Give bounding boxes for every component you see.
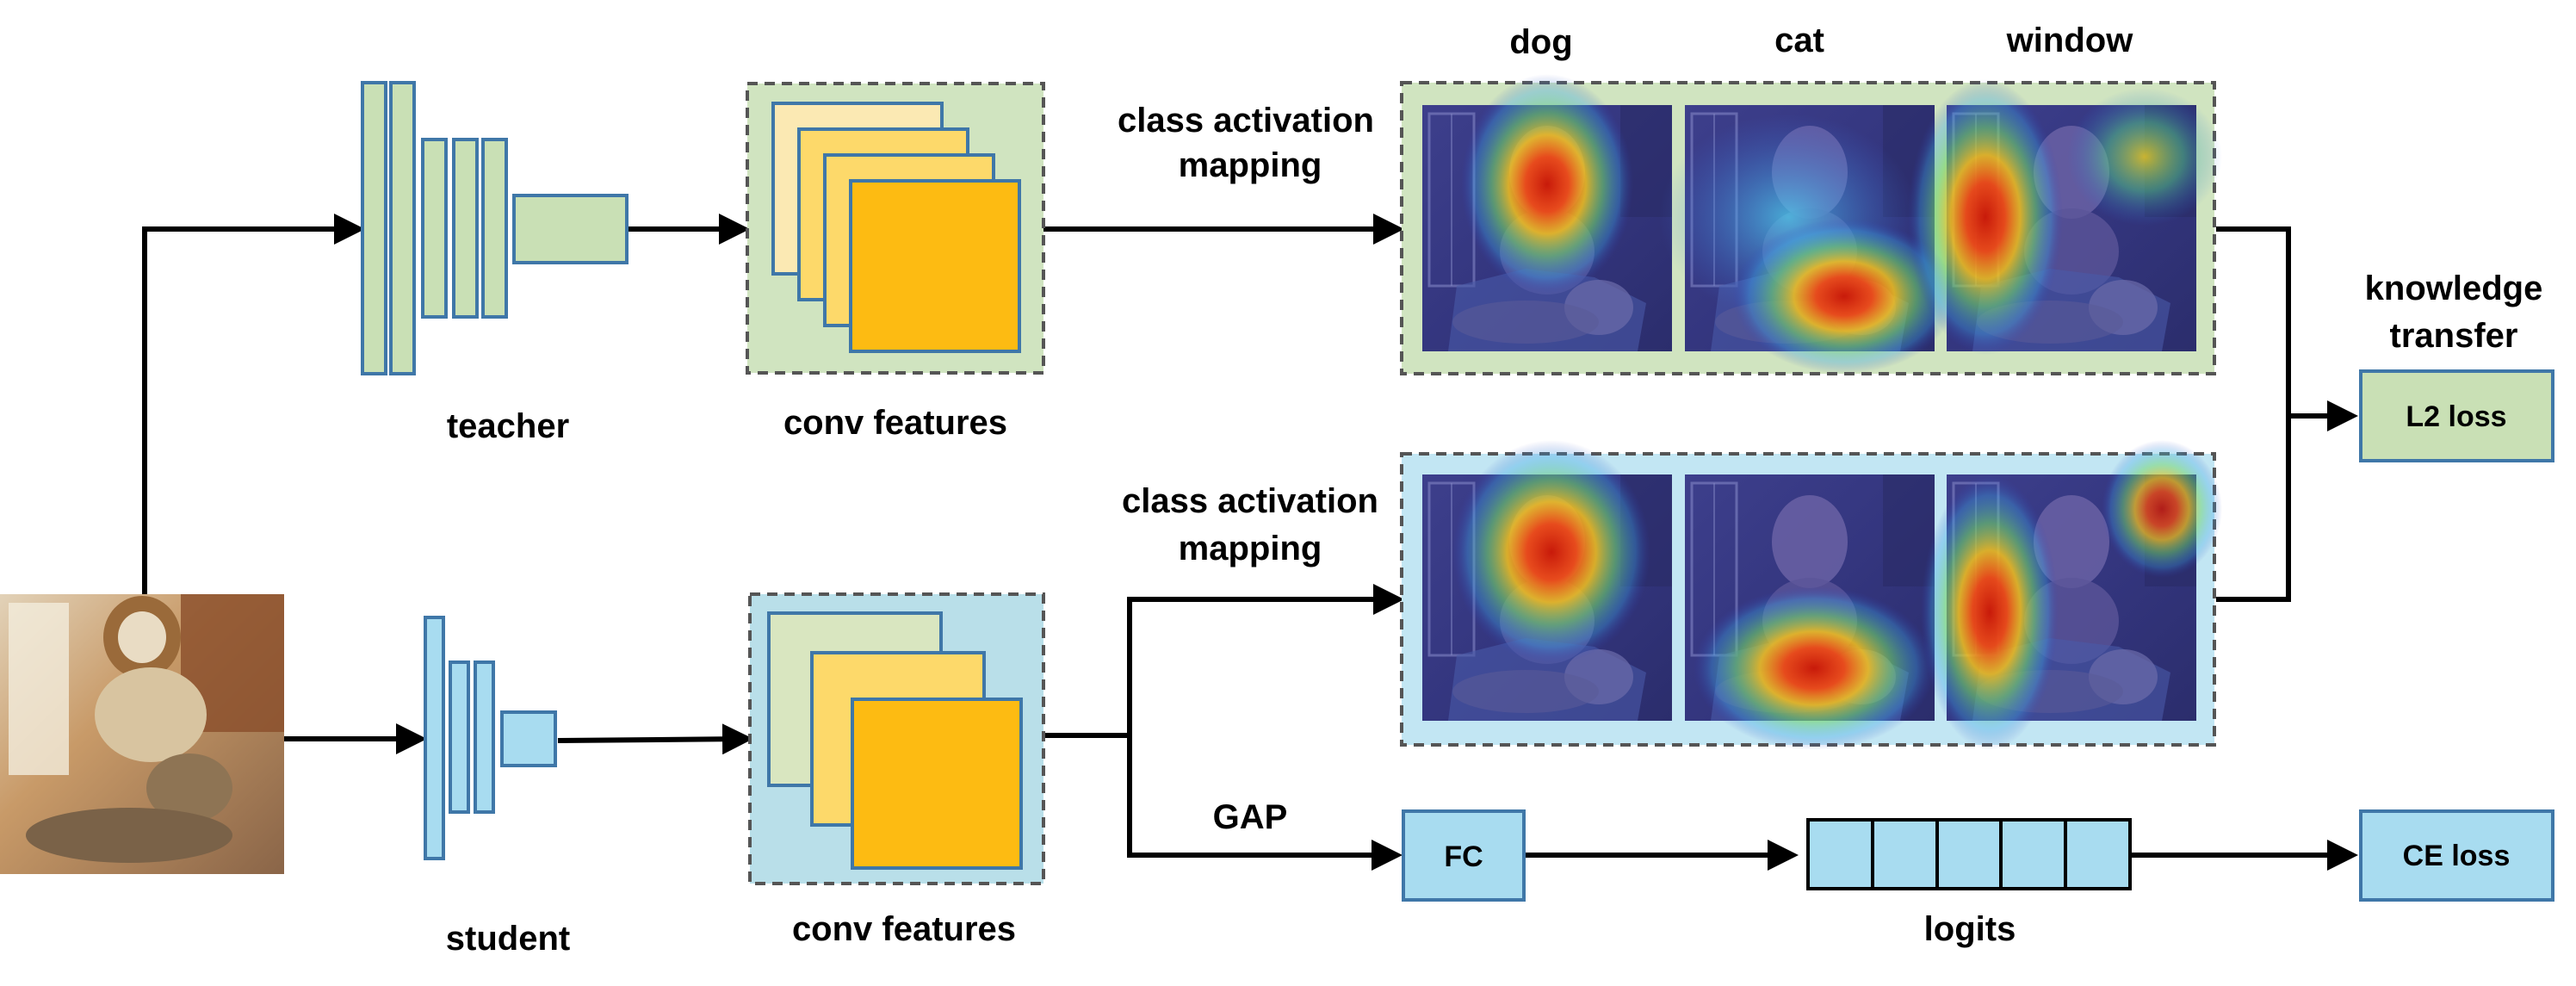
student-conv-features [748, 592, 1045, 885]
edge-gap-to-fc [1127, 735, 1403, 871]
student-cam-label-line1: class activation [1122, 482, 1378, 520]
class-label-window: window [2006, 22, 2134, 59]
gap-label: GAP [1213, 798, 1288, 836]
edge-student-to-features [557, 723, 753, 755]
class-label-dog: dog [1509, 23, 1572, 61]
teacher-cam-label-line1: class activation [1118, 102, 1374, 140]
edge-teacher-cam-out [2216, 226, 2291, 416]
teacher-label: teacher [447, 407, 569, 445]
input-image [0, 594, 284, 874]
logits-vector [1806, 818, 2132, 890]
l2-loss-label: L2 loss [2406, 400, 2506, 433]
l2-loss-box [2359, 369, 2554, 462]
teacher-cam-cat [1659, 103, 1956, 374]
student-cam-window [1921, 440, 2222, 750]
fc-box [1402, 809, 1526, 902]
logits-label: logits [1924, 910, 2016, 948]
student-network [424, 616, 557, 860]
teacher-cam-window [1908, 79, 2222, 355]
knowledge-transfer-label-line2: transfer [2390, 317, 2518, 355]
class-label-cat: cat [1774, 22, 1824, 59]
student-cam-panel [1400, 440, 2222, 750]
ce-loss-box [2359, 809, 2554, 902]
teacher-network [361, 81, 629, 375]
student-features-label: conv features [792, 910, 1016, 948]
teacher-cam-label-line2: mapping [1179, 146, 1322, 184]
knowledge-transfer-label-line1: knowledge [2365, 270, 2543, 307]
student-label: student [446, 920, 570, 958]
fc-label: FC [1444, 840, 1483, 873]
student-cam-label-line2: mapping [1179, 530, 1322, 567]
edge-input-to-teacher [142, 214, 365, 598]
teacher-cam-panel [1400, 74, 2222, 375]
teacher-features-label: conv features [783, 404, 1007, 442]
teacher-cam-dog [1421, 74, 1674, 353]
student-cam-cat [1683, 473, 1936, 750]
student-cam-dog [1421, 440, 1674, 722]
ce-loss-label: CE loss [2403, 840, 2511, 872]
edge-student-cam-out [2216, 416, 2291, 602]
teacher-conv-features [746, 82, 1045, 375]
